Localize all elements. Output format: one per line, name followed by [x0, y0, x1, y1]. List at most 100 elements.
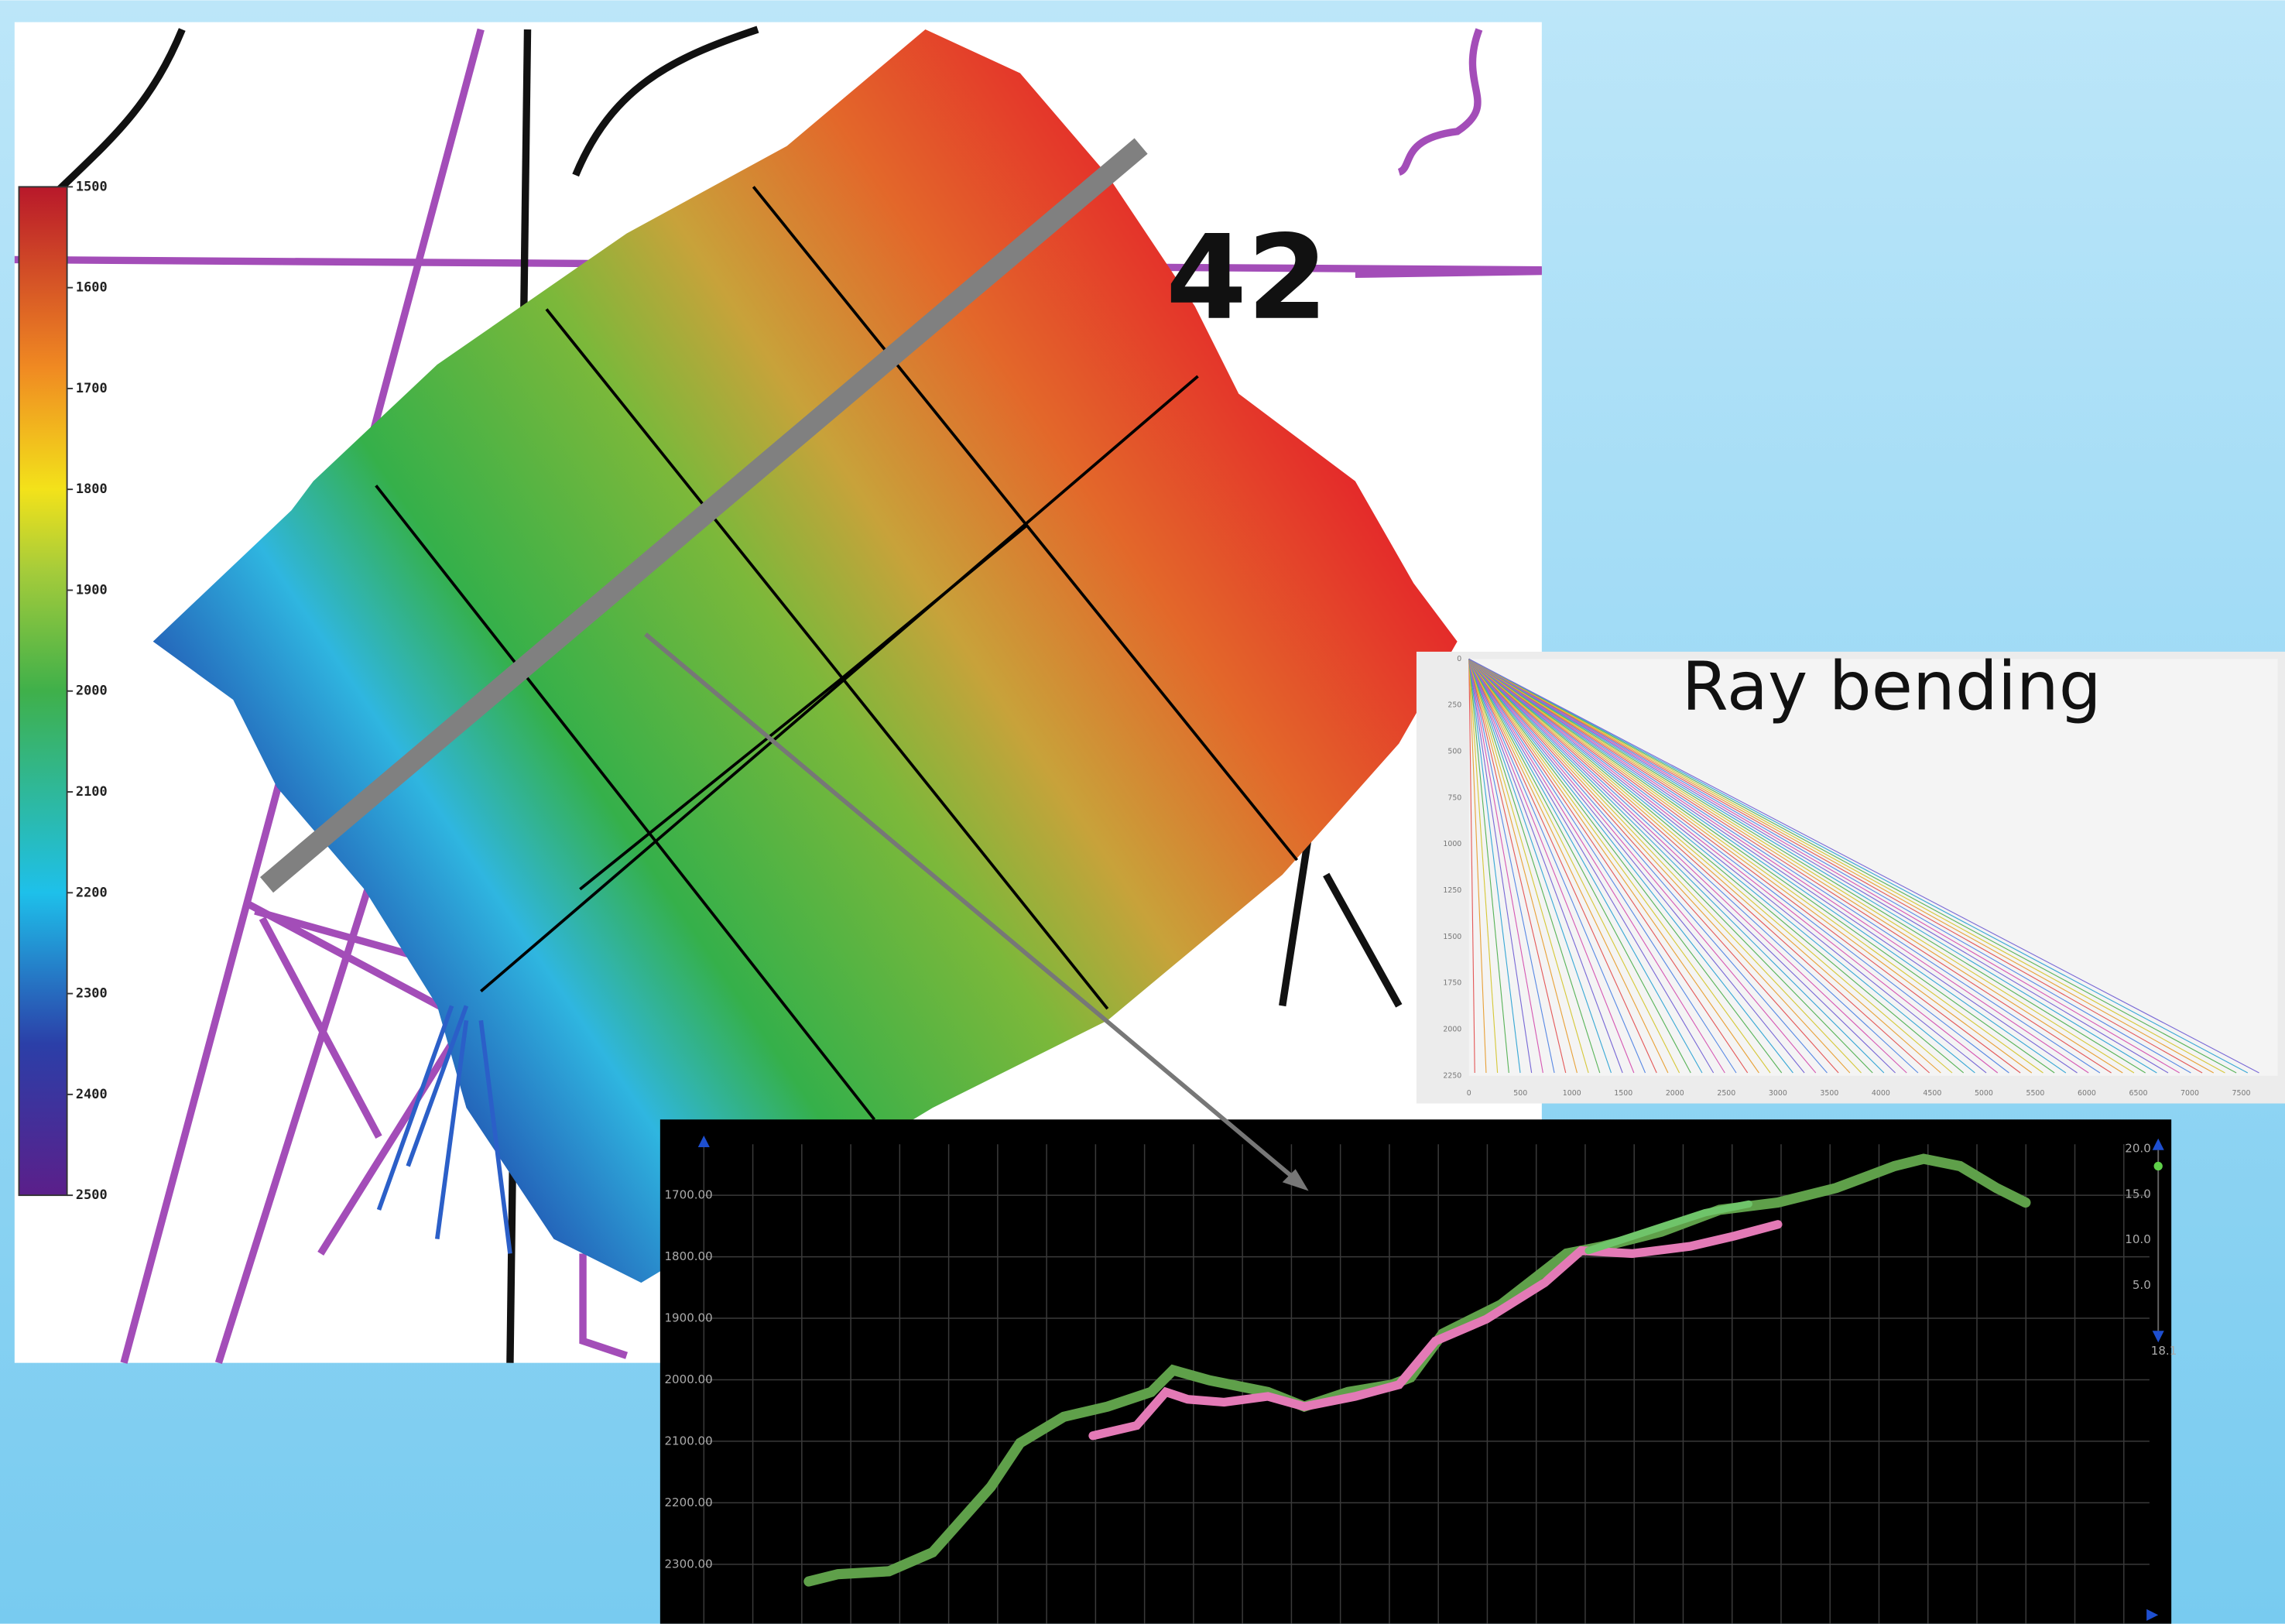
ray-x-tick: 7500: [2232, 1089, 2251, 1098]
ray: [1468, 658, 2067, 1074]
colorbar-label: 2500: [76, 1187, 108, 1202]
ray: [1468, 658, 2043, 1074]
ray: [1468, 659, 1601, 1074]
colorbar-label: 1800: [76, 481, 108, 496]
ray-y-tick: 250: [1447, 701, 1461, 710]
ray: [1468, 658, 1759, 1074]
right-label: 20.0: [2125, 1141, 2151, 1155]
ray-x-tick: 4000: [1872, 1089, 1890, 1098]
ray: [1468, 658, 1783, 1074]
ray: [1468, 659, 1646, 1074]
ray: [1468, 658, 1862, 1074]
ray-x-tick: 500: [1513, 1089, 1527, 1098]
ray-y-tick: 1500: [1443, 933, 1461, 941]
ray: [1468, 659, 1703, 1074]
depth-label: 1800.00: [664, 1249, 712, 1263]
ray: [1468, 658, 2249, 1074]
ray-x-tick: 1500: [1614, 1089, 1632, 1098]
colorbar-label: 2000: [76, 683, 108, 698]
ray-x-tick: 3500: [1820, 1089, 1838, 1098]
ray: [1468, 658, 1793, 1074]
depth-label: 1900.00: [664, 1311, 712, 1325]
ray: [1468, 658, 1930, 1074]
ray: [1468, 659, 1487, 1074]
ray: [1468, 659, 1680, 1074]
ray: [1468, 659, 1499, 1074]
ray: [1468, 658, 2078, 1074]
ray: [1468, 658, 1873, 1074]
ray: [1468, 658, 2135, 1074]
colorbar: [18, 186, 68, 1197]
ray: [1468, 658, 2021, 1074]
ray: [1468, 659, 1509, 1074]
ray-y-tick: 2250: [1443, 1071, 1461, 1080]
right-label: 5.0: [2133, 1278, 2151, 1292]
ray-title: Ray bending: [1682, 649, 2102, 726]
ray: [1468, 658, 1919, 1074]
ray: [1468, 659, 1589, 1074]
depth-label: 2200.00: [664, 1496, 712, 1509]
ray: [1468, 658, 2180, 1074]
colorbar-label: 1600: [76, 279, 108, 295]
ray: [1468, 659, 1623, 1074]
depth-label: 1700.00: [664, 1188, 712, 1202]
ray: [1468, 659, 1657, 1074]
ray: [1468, 659, 1691, 1074]
ray: [1468, 658, 1839, 1074]
ray-x-tick: 5500: [2026, 1089, 2044, 1098]
ray: [1468, 659, 1533, 1074]
ray: [1468, 658, 2089, 1074]
ray: [1468, 658, 2123, 1074]
ray: [1468, 659, 1725, 1074]
ray: [1468, 659, 1669, 1074]
ray: [1468, 658, 2055, 1074]
ray: [1468, 658, 2112, 1074]
ray: [1468, 658, 1907, 1074]
right-bottom-label: 18.1: [2151, 1344, 2177, 1358]
ray: [1468, 659, 1612, 1074]
ray-panel: 0 250 500 750 1000 1250 1500 1750 2000 2250 0 500 10…: [1416, 649, 2285, 1104]
ray: [1468, 658, 2157, 1074]
ray: [1468, 658, 1851, 1074]
map-panel: 42 1500 1600 1700 1800 1900 2000 2100 2200 2300 2…: [14, 22, 1542, 1365]
ray-x-tick: 6000: [2078, 1089, 2096, 1098]
colorbar-label: 2100: [76, 783, 108, 799]
ray: [1468, 659, 1635, 1074]
ray-y-tick: 2000: [1443, 1025, 1461, 1033]
ray-x-tick: 1000: [1563, 1089, 1581, 1098]
right-label: 15.0: [2125, 1187, 2151, 1201]
ray: [1468, 658, 1771, 1074]
ray: [1468, 658, 1896, 1074]
ray: [1468, 658, 2203, 1074]
colorbar-label: 1700: [76, 380, 108, 396]
ray: [1468, 659, 1475, 1074]
profile-panel: 1700.00 1800.00 1900.00 2000.00 2100.00 2200.…: [659, 1119, 2177, 1624]
ray: [1468, 658, 2169, 1074]
depth-label: 2300.00: [664, 1557, 712, 1571]
colorbar-label: 1500: [76, 178, 108, 194]
ray: [1468, 658, 2225, 1074]
depth-label: 2000.00: [664, 1372, 712, 1386]
ray-y-tick: 1000: [1443, 840, 1461, 848]
ray-x-tick: 6500: [2129, 1089, 2148, 1098]
ray: [1468, 658, 1817, 1074]
ray-y-tick: 500: [1447, 747, 1461, 755]
ray: [1468, 658, 1805, 1074]
colorbar-label: 1900: [76, 581, 108, 597]
ray: [1468, 659, 1737, 1074]
ray: [1468, 659, 1567, 1074]
ray-y-tick: 0: [1457, 655, 1461, 663]
right-label: 10.0: [2125, 1232, 2151, 1246]
ray: [1468, 658, 1965, 1074]
ray: [1468, 659, 1578, 1074]
ray: [1468, 658, 1828, 1074]
ray: [1468, 658, 1885, 1074]
ray: [1468, 658, 1941, 1074]
ray: [1468, 659, 1521, 1074]
colorbar-label: 2200: [76, 884, 108, 899]
colorbar-label: 2400: [76, 1086, 108, 1102]
profile-track: [260, 138, 1148, 893]
map-label: 42: [1166, 210, 1328, 346]
